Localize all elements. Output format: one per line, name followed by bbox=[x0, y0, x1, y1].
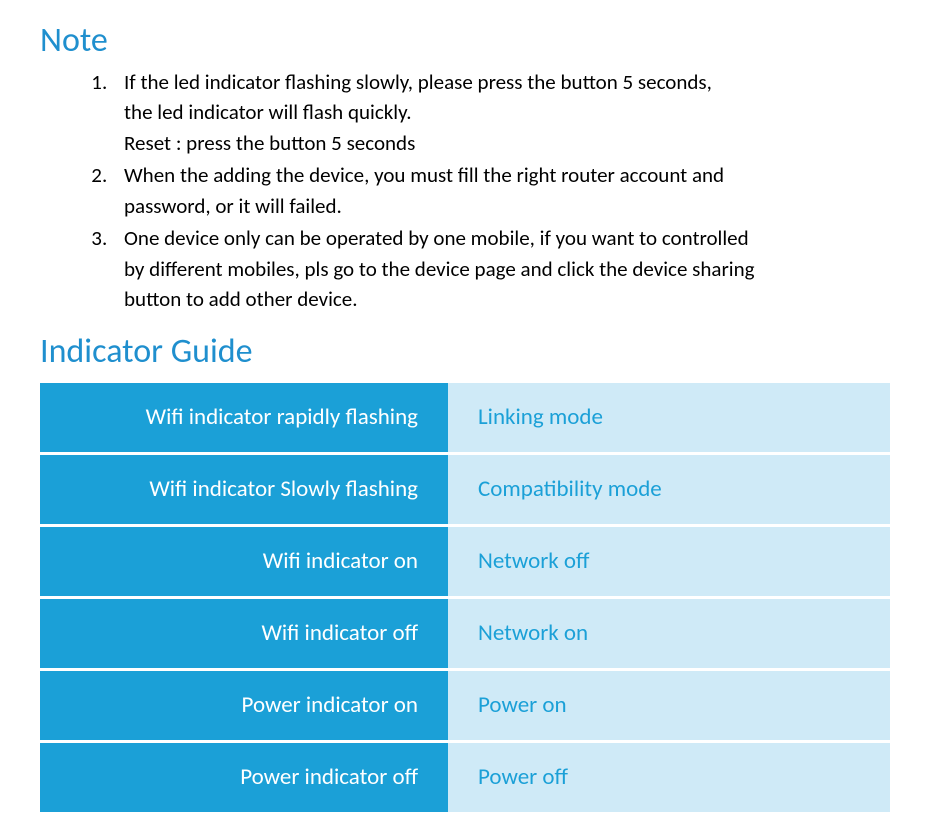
note-line: by different mobiles, pls go to the devi… bbox=[124, 254, 890, 284]
table-row: Wifi indicator rapidly flashing Linking … bbox=[40, 383, 890, 452]
table-row: Wifi indicator Slowly flashing Compatibi… bbox=[40, 455, 890, 524]
guide-heading: Indicator Guide bbox=[40, 331, 890, 372]
note-line: When the adding the device, you must fil… bbox=[124, 160, 890, 190]
table-row: Power indicator off Power off bbox=[40, 743, 890, 812]
table-row: Wifi indicator off Network on bbox=[40, 599, 890, 668]
note-item: When the adding the device, you must fil… bbox=[112, 160, 890, 221]
note-item: One device only can be operated by one m… bbox=[112, 223, 890, 314]
state-cell: Wifi indicator Slowly flashing bbox=[40, 455, 448, 524]
note-heading: Note bbox=[40, 20, 890, 61]
meaning-cell: Network on bbox=[448, 599, 890, 668]
note-line: the led indicator will flash quickly. bbox=[124, 97, 890, 127]
state-cell: Power indicator off bbox=[40, 743, 448, 812]
table-row: Power indicator on Power on bbox=[40, 671, 890, 740]
state-cell: Wifi indicator off bbox=[40, 599, 448, 668]
note-line: One device only can be operated by one m… bbox=[124, 223, 890, 253]
note-item: If the led indicator flashing slowly, pl… bbox=[112, 67, 890, 158]
meaning-cell: Power off bbox=[448, 743, 890, 812]
meaning-cell: Network off bbox=[448, 527, 890, 596]
indicator-table: Wifi indicator rapidly flashing Linking … bbox=[40, 380, 890, 815]
state-cell: Power indicator on bbox=[40, 671, 448, 740]
meaning-cell: Linking mode bbox=[448, 383, 890, 452]
note-line: button to add other device. bbox=[124, 284, 890, 314]
note-list: If the led indicator flashing slowly, pl… bbox=[40, 67, 890, 315]
table-row: Wifi indicator on Network off bbox=[40, 527, 890, 596]
state-cell: Wifi indicator rapidly flashing bbox=[40, 383, 448, 452]
meaning-cell: Power on bbox=[448, 671, 890, 740]
state-cell: Wifi indicator on bbox=[40, 527, 448, 596]
meaning-cell: Compatibility mode bbox=[448, 455, 890, 524]
note-line: password, or it will failed. bbox=[124, 191, 890, 221]
note-line: Reset : press the button 5 seconds bbox=[124, 128, 890, 158]
note-line: If the led indicator flashing slowly, pl… bbox=[124, 67, 890, 97]
